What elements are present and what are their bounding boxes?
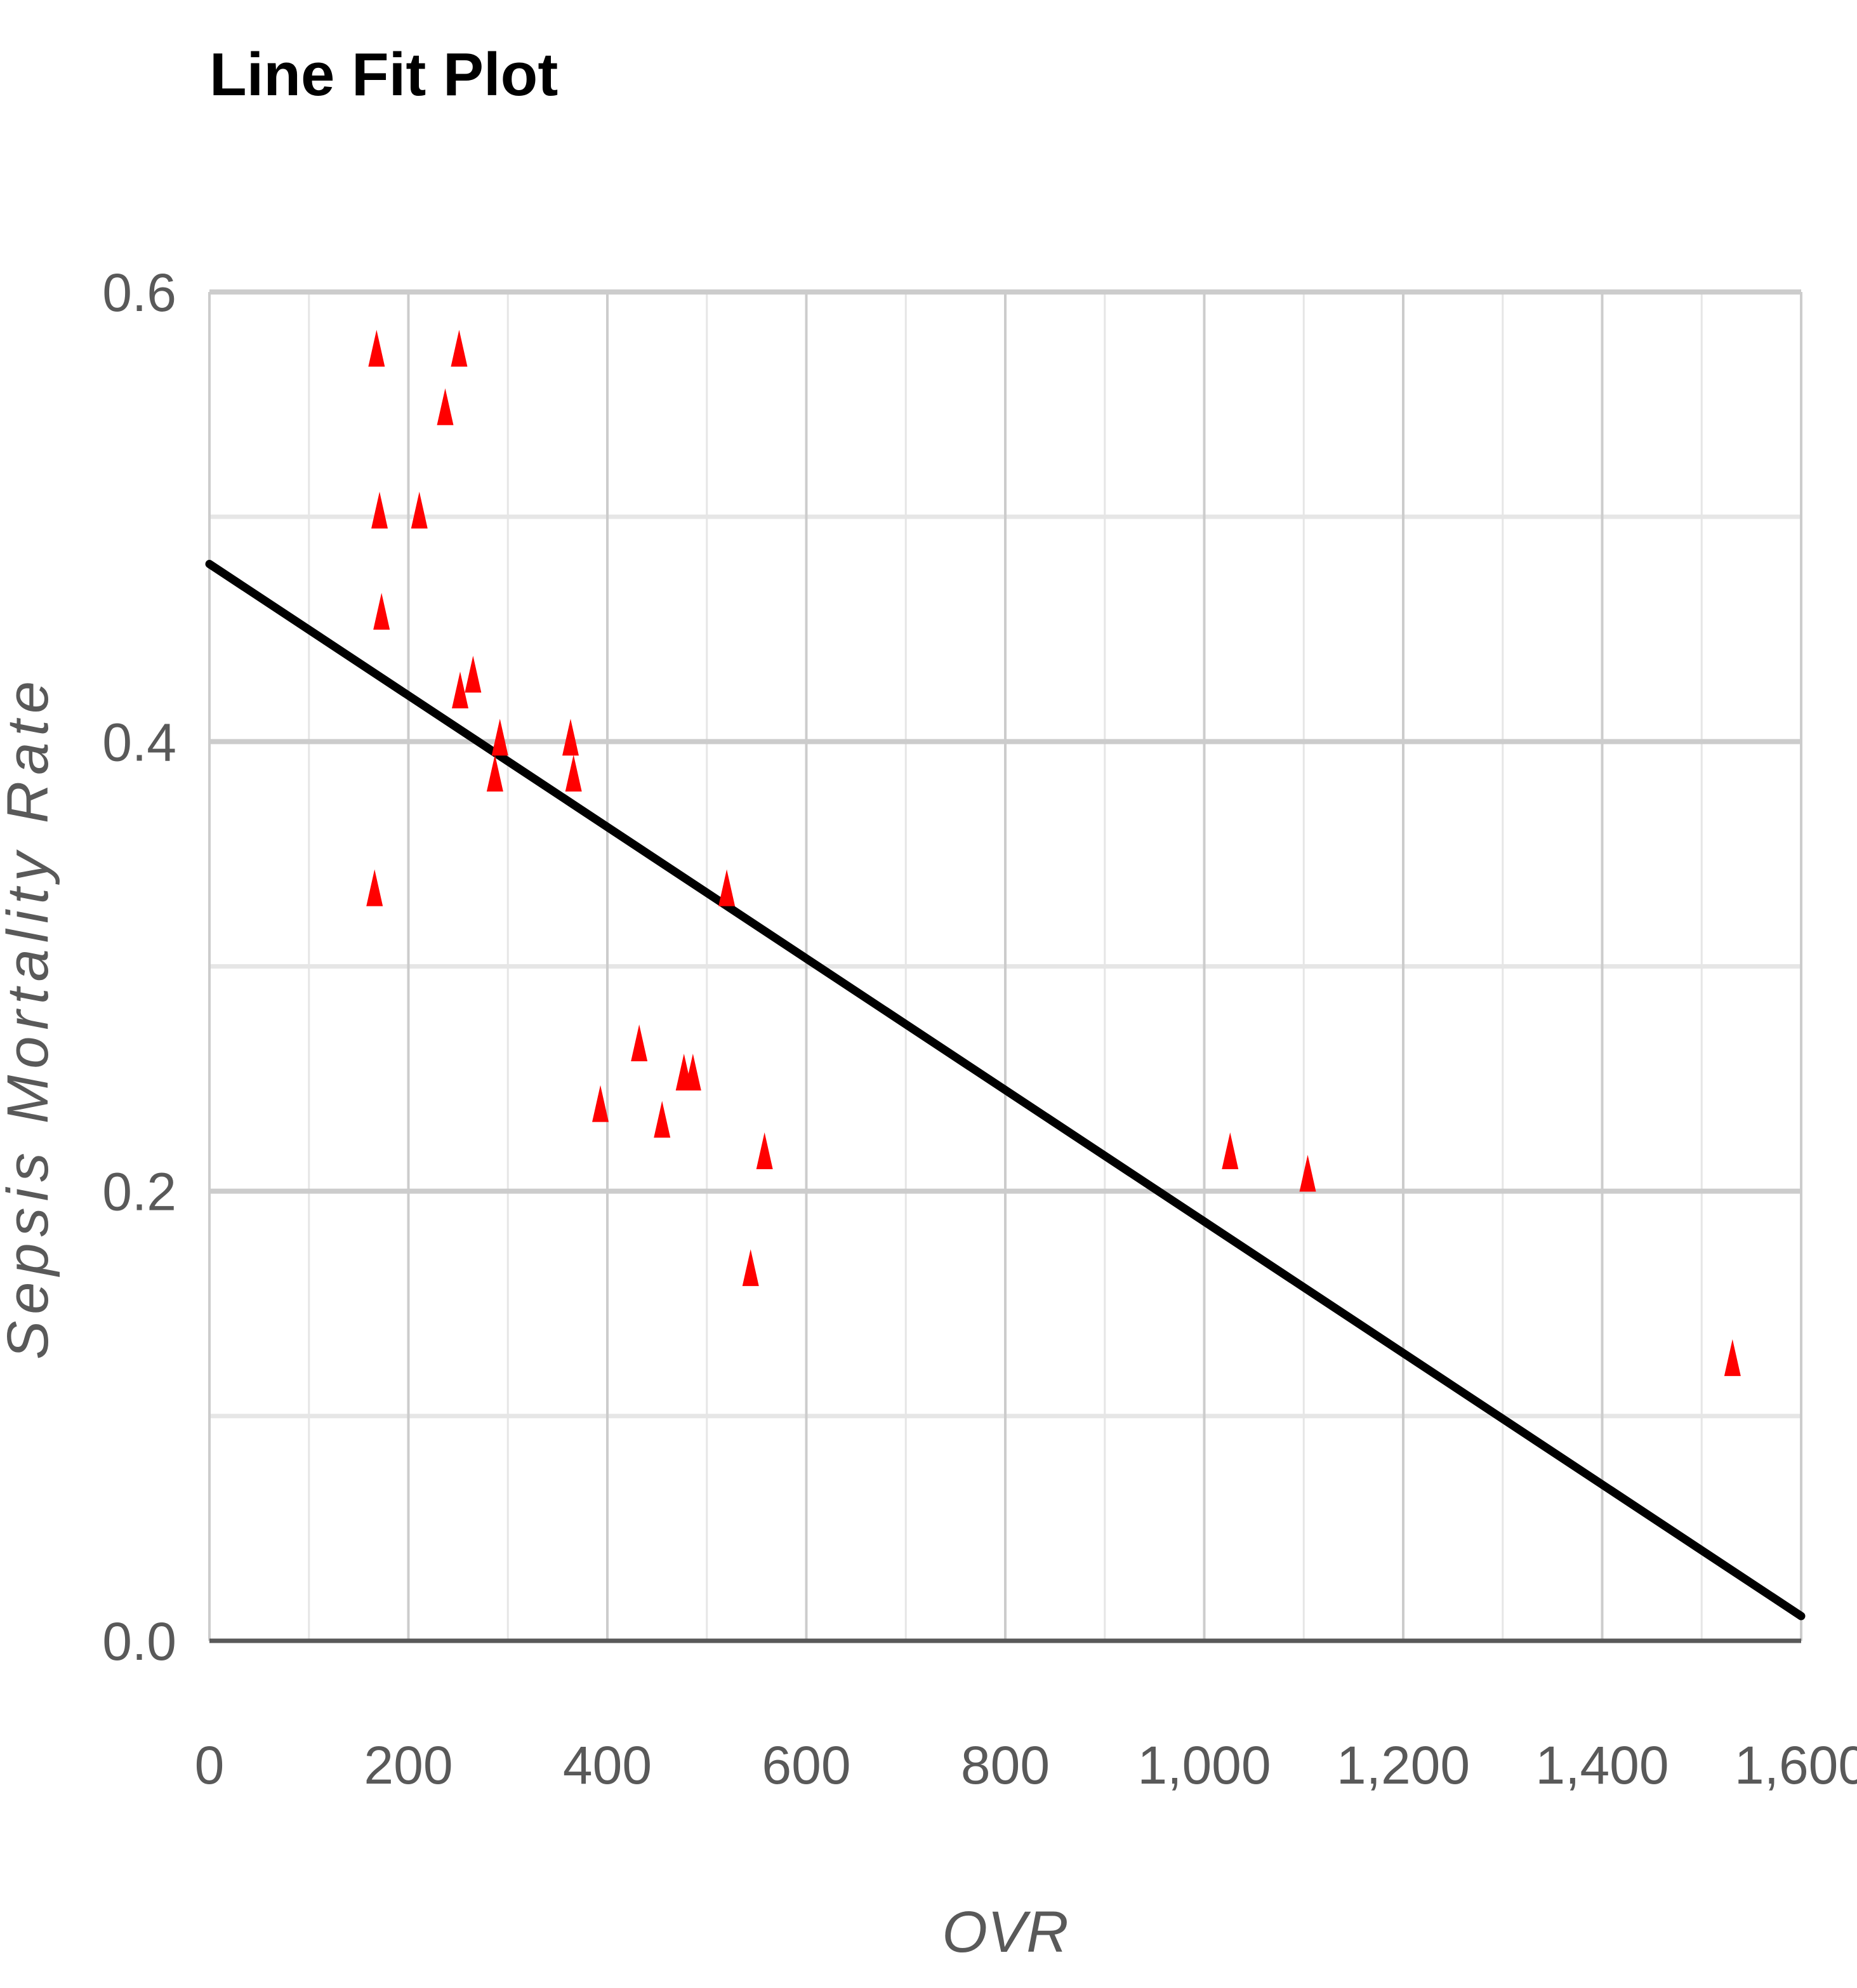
data-point-triangle <box>684 1054 701 1091</box>
y-tick-labels: 0.0 0.2 0.4 0.6 <box>102 263 176 1671</box>
data-point-triangle <box>565 755 582 792</box>
chart-title: Line Fit Plot <box>209 41 558 109</box>
y-axis-title: Sepsis Mortality Rate <box>0 675 60 1360</box>
data-point-triangle <box>742 1249 759 1287</box>
y-tick-label: 0.2 <box>102 1162 176 1222</box>
data-point-triangle <box>368 329 385 367</box>
y-tick-label: 0.6 <box>102 263 176 322</box>
data-point-triangle <box>491 719 508 756</box>
x-tick-labels: 0 200 400 600 800 1,000 1,200 1,400 1,600 <box>195 1735 1857 1795</box>
vertical-gridlines <box>208 292 1802 1641</box>
data-point-triangle <box>1724 1339 1741 1376</box>
data-point-triangle <box>366 869 383 906</box>
data-point-triangle <box>718 869 736 906</box>
x-tick-label: 0 <box>195 1735 225 1795</box>
data-point-triangle <box>654 1101 671 1138</box>
x-tick-label: 200 <box>364 1735 453 1795</box>
x-tick-label: 400 <box>563 1735 652 1795</box>
data-point-triangle <box>452 671 469 708</box>
x-axis-title: OVR <box>942 1900 1068 1965</box>
data-point-triangle <box>373 593 390 630</box>
x-tick-label: 1,600 <box>1735 1735 1857 1795</box>
y-tick-label: 0.4 <box>102 712 176 772</box>
data-point-triangle <box>1299 1155 1316 1192</box>
data-points <box>366 329 1741 1376</box>
data-point-triangle <box>451 329 468 367</box>
data-point-triangle <box>486 755 503 792</box>
x-tick-label: 1,200 <box>1337 1735 1470 1795</box>
regression-fit-line <box>205 560 1806 1620</box>
data-point-triangle <box>371 491 388 529</box>
data-point-triangle <box>1222 1132 1239 1169</box>
y-tick-label: 0.0 <box>102 1612 176 1671</box>
data-point-triangle <box>562 719 579 756</box>
data-point-triangle <box>437 388 454 425</box>
data-point-triangle <box>756 1132 773 1169</box>
data-point-triangle <box>465 656 482 693</box>
x-tick-label: 1,400 <box>1535 1735 1669 1795</box>
x-tick-label: 800 <box>961 1735 1050 1795</box>
data-point-triangle <box>592 1085 609 1122</box>
data-point-triangle <box>631 1024 648 1061</box>
data-point-triangle <box>411 491 428 529</box>
x-tick-label: 1,000 <box>1137 1735 1271 1795</box>
x-tick-label: 600 <box>762 1735 850 1795</box>
